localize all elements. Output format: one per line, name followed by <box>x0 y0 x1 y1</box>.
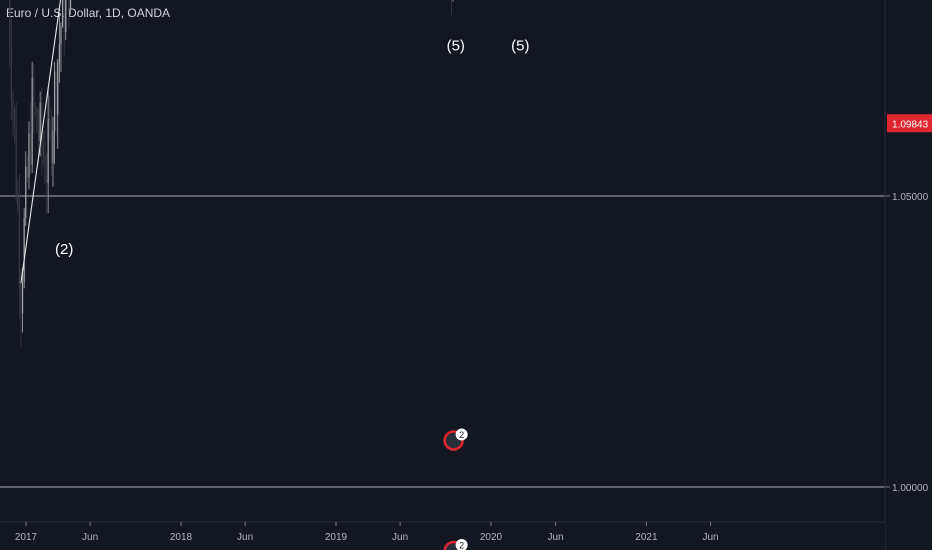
time-tick-label: 2021 <box>635 532 658 543</box>
candle-body <box>20 284 22 314</box>
candle-body <box>15 125 17 197</box>
candle-body <box>29 133 32 165</box>
candle-body <box>42 146 44 157</box>
candle-body <box>13 109 16 126</box>
candle-body <box>65 0 67 33</box>
candle-body <box>47 119 49 184</box>
time-tick-label: 2018 <box>170 532 193 543</box>
candle-body <box>57 62 59 115</box>
wave-labels-layer: (1)(2)(3)(4)(5)(B)(A)(C)(1)(2)(1)(2)(4)(… <box>55 38 529 259</box>
event-badge-count-bg <box>455 539 468 550</box>
time-tick-label: Jun <box>392 532 408 543</box>
candle-body <box>9 0 11 50</box>
time-tick-label: Jun <box>547 532 563 543</box>
candle-body <box>37 131 40 142</box>
candle-body <box>41 102 43 147</box>
grid-layer <box>0 195 885 488</box>
candle-body <box>52 130 54 163</box>
candle-body <box>36 109 38 132</box>
candle-body <box>45 179 48 184</box>
candle-body <box>69 0 72 10</box>
candle-body <box>17 196 19 207</box>
event-badge-count-bg <box>455 428 468 441</box>
candle-body <box>21 282 24 314</box>
wave-lines-layer <box>20 0 62 284</box>
candle-body <box>34 107 36 110</box>
time-tick-label: 2020 <box>480 532 503 543</box>
time-tick-label: 2017 <box>15 532 38 543</box>
candle-body <box>31 78 33 165</box>
wave-label: (5) <box>511 38 529 55</box>
event-badge-count: 2 <box>459 430 464 440</box>
price-tag <box>887 114 932 133</box>
candle-body <box>12 99 14 110</box>
time-axis[interactable]: 2017 Jun 2018 Jun 2019 Jun 2020 Jun 2021 Jun <box>0 521 885 550</box>
candle-body <box>33 78 35 108</box>
candle-body <box>10 49 12 100</box>
time-tick-label: Jun <box>702 532 718 543</box>
candle-body <box>44 156 46 180</box>
price-tick-label: 1.05000 <box>892 192 929 203</box>
price-tag-label: 1.09843 <box>892 119 929 130</box>
candle-body <box>55 71 57 115</box>
time-axis-bg <box>0 522 885 550</box>
candle-body <box>28 133 30 178</box>
candle-body <box>63 0 65 33</box>
candle-body <box>39 102 41 142</box>
wave-label: (2) <box>55 241 73 258</box>
candle-body <box>68 0 70 10</box>
candle-body <box>49 119 51 121</box>
wave-label: (5) <box>447 38 465 55</box>
candle-body <box>18 206 20 285</box>
candle-body <box>50 120 52 163</box>
candle-body <box>53 71 56 131</box>
time-tick-label: 2019 <box>325 532 348 543</box>
candle-body <box>26 166 28 178</box>
price-tick-label: 1.00000 <box>892 483 929 494</box>
candles-layer <box>9 0 454 347</box>
candle-body <box>61 0 64 27</box>
time-tick-label: Jun <box>82 532 98 543</box>
candle-body <box>58 44 60 63</box>
candle-body <box>60 26 62 45</box>
event-badges-layer: 22 <box>443 428 468 550</box>
price-axis[interactable]: 1.000001.050001.100001.150001.200001.250… <box>884 0 932 550</box>
event-badge-count: 2 <box>459 541 464 550</box>
candle-body <box>25 166 27 218</box>
chart-title: Euro / U.S. Dollar, 1D, OANDA <box>6 6 171 20</box>
time-tick-label: Jun <box>237 532 253 543</box>
candle-body <box>23 217 25 283</box>
